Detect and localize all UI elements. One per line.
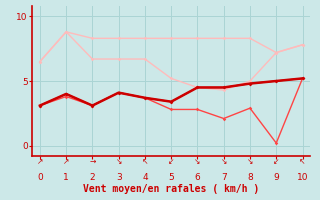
Text: ↘: ↘ [220,157,227,166]
X-axis label: Vent moyen/en rafales ( km/h ): Vent moyen/en rafales ( km/h ) [83,184,259,194]
Text: ↙: ↙ [168,157,174,166]
Text: →: → [89,157,96,166]
Text: ↘: ↘ [116,157,122,166]
Text: ↖: ↖ [142,157,148,166]
Text: ↘: ↘ [194,157,201,166]
Text: ↗: ↗ [63,157,69,166]
Text: ↘: ↘ [247,157,253,166]
Text: ↖: ↖ [299,157,306,166]
Text: ↗: ↗ [37,157,43,166]
Text: ↙: ↙ [273,157,279,166]
